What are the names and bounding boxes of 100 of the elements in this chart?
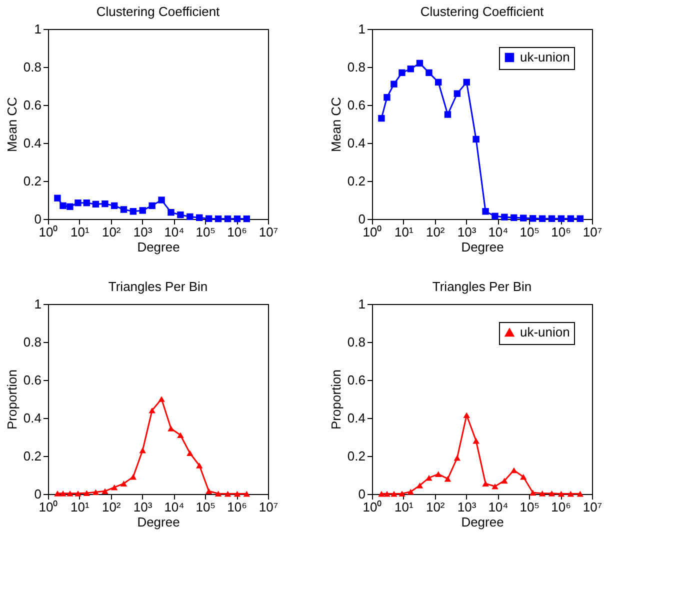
y-tick-label: 0.2 <box>347 448 366 464</box>
point <box>492 212 498 220</box>
y-tick-label: 0.4 <box>347 136 366 150</box>
point <box>426 69 432 76</box>
point <box>538 215 546 222</box>
x-tick-label: 10³ <box>457 500 477 514</box>
point <box>214 215 222 222</box>
x-tick-label: 10¹ <box>70 500 90 514</box>
y-tick-label: 0.8 <box>347 60 366 74</box>
y-tick-label: 0.6 <box>347 98 366 112</box>
point <box>177 211 184 218</box>
point <box>83 490 90 496</box>
point <box>472 438 480 444</box>
point <box>214 490 222 497</box>
point <box>567 215 574 222</box>
x-tick-label: 10⁴ <box>488 224 508 240</box>
x-tick-label: 10² <box>102 500 122 514</box>
point <box>177 432 184 438</box>
point <box>243 490 250 497</box>
point <box>139 207 146 214</box>
point <box>196 462 203 468</box>
point <box>130 208 137 215</box>
point <box>243 215 250 222</box>
point <box>224 490 232 497</box>
point <box>102 200 108 208</box>
x-tick-label: 10⁶ <box>551 500 571 514</box>
point <box>529 490 536 496</box>
y-tick-label: 1 <box>34 22 42 36</box>
x-axis-title: Degree <box>137 514 180 530</box>
point <box>538 490 546 496</box>
point <box>576 215 584 222</box>
legend-label: uk-union <box>520 324 570 340</box>
point <box>168 426 174 432</box>
y-tick-label: 0.2 <box>23 448 42 464</box>
y-axis-title: Proportion <box>328 370 344 430</box>
x-tick-label: 10³ <box>133 500 153 514</box>
point <box>196 214 203 222</box>
x-tick-label: 10⁶ <box>551 224 571 240</box>
x-axis-title: Degree <box>461 240 504 254</box>
chart-title: Triangles Per Bin <box>108 279 208 294</box>
x-tick-label: 10¹ <box>394 224 414 240</box>
point <box>234 215 241 222</box>
y-tick-label: 0.4 <box>23 410 42 426</box>
y-tick-label: 0.8 <box>23 334 42 350</box>
point <box>148 202 156 210</box>
point <box>158 196 165 204</box>
chart-title: Triangles Per Bin <box>432 279 532 294</box>
x-tick-label: 10⁷ <box>258 500 278 514</box>
point <box>434 471 442 477</box>
point <box>426 474 432 481</box>
point <box>454 90 461 97</box>
point <box>205 488 212 494</box>
point <box>558 215 565 222</box>
y-axis-title: Mean CC <box>4 97 20 152</box>
point <box>463 78 470 86</box>
y-tick-label: 0.2 <box>23 174 42 188</box>
point <box>510 467 518 474</box>
point <box>74 490 82 496</box>
point <box>130 474 137 480</box>
point <box>520 214 527 222</box>
y-tick-label: 0 <box>34 212 42 226</box>
y-tick-label: 0 <box>358 212 366 226</box>
point <box>472 136 480 143</box>
point <box>186 450 194 456</box>
x-tick-label: 10⁷ <box>258 224 278 240</box>
point <box>529 215 536 222</box>
x-tick-label: 10⁶ <box>227 500 247 514</box>
point <box>158 396 165 402</box>
x-axis-title: Degree <box>137 240 180 254</box>
point <box>120 480 128 486</box>
point <box>83 199 90 206</box>
y-tick-label: 1 <box>34 296 42 312</box>
x-tick-label: 10⁰ <box>38 224 58 240</box>
x-tick-label: 10⁰ <box>38 500 58 514</box>
y-tick-label: 0.4 <box>23 136 42 150</box>
point <box>501 214 508 220</box>
point <box>510 214 518 222</box>
point <box>407 66 414 72</box>
point <box>92 489 100 496</box>
point <box>567 490 574 497</box>
point <box>548 490 556 496</box>
x-tick-label: 10⁵ <box>520 500 540 514</box>
y-tick-label: 0.6 <box>23 98 42 112</box>
x-tick-label: 10² <box>102 224 122 240</box>
x-axis-title: Degree <box>461 514 504 530</box>
point <box>120 206 128 213</box>
point <box>110 484 118 490</box>
x-tick-label: 10⁴ <box>488 500 508 514</box>
y-axis-title: Mean CC <box>328 97 344 152</box>
y-tick-label: 0.6 <box>23 372 42 388</box>
y-axis-title: Proportion <box>4 370 20 430</box>
x-tick-label: 10⁰ <box>362 224 382 240</box>
point <box>139 447 146 454</box>
x-tick-label: 10³ <box>133 224 153 240</box>
x-tick-label: 10⁵ <box>196 224 216 240</box>
point <box>501 478 508 484</box>
chart-title: Clustering Coefficient <box>420 4 544 19</box>
point <box>416 60 424 67</box>
point <box>434 78 442 86</box>
point <box>102 488 108 494</box>
